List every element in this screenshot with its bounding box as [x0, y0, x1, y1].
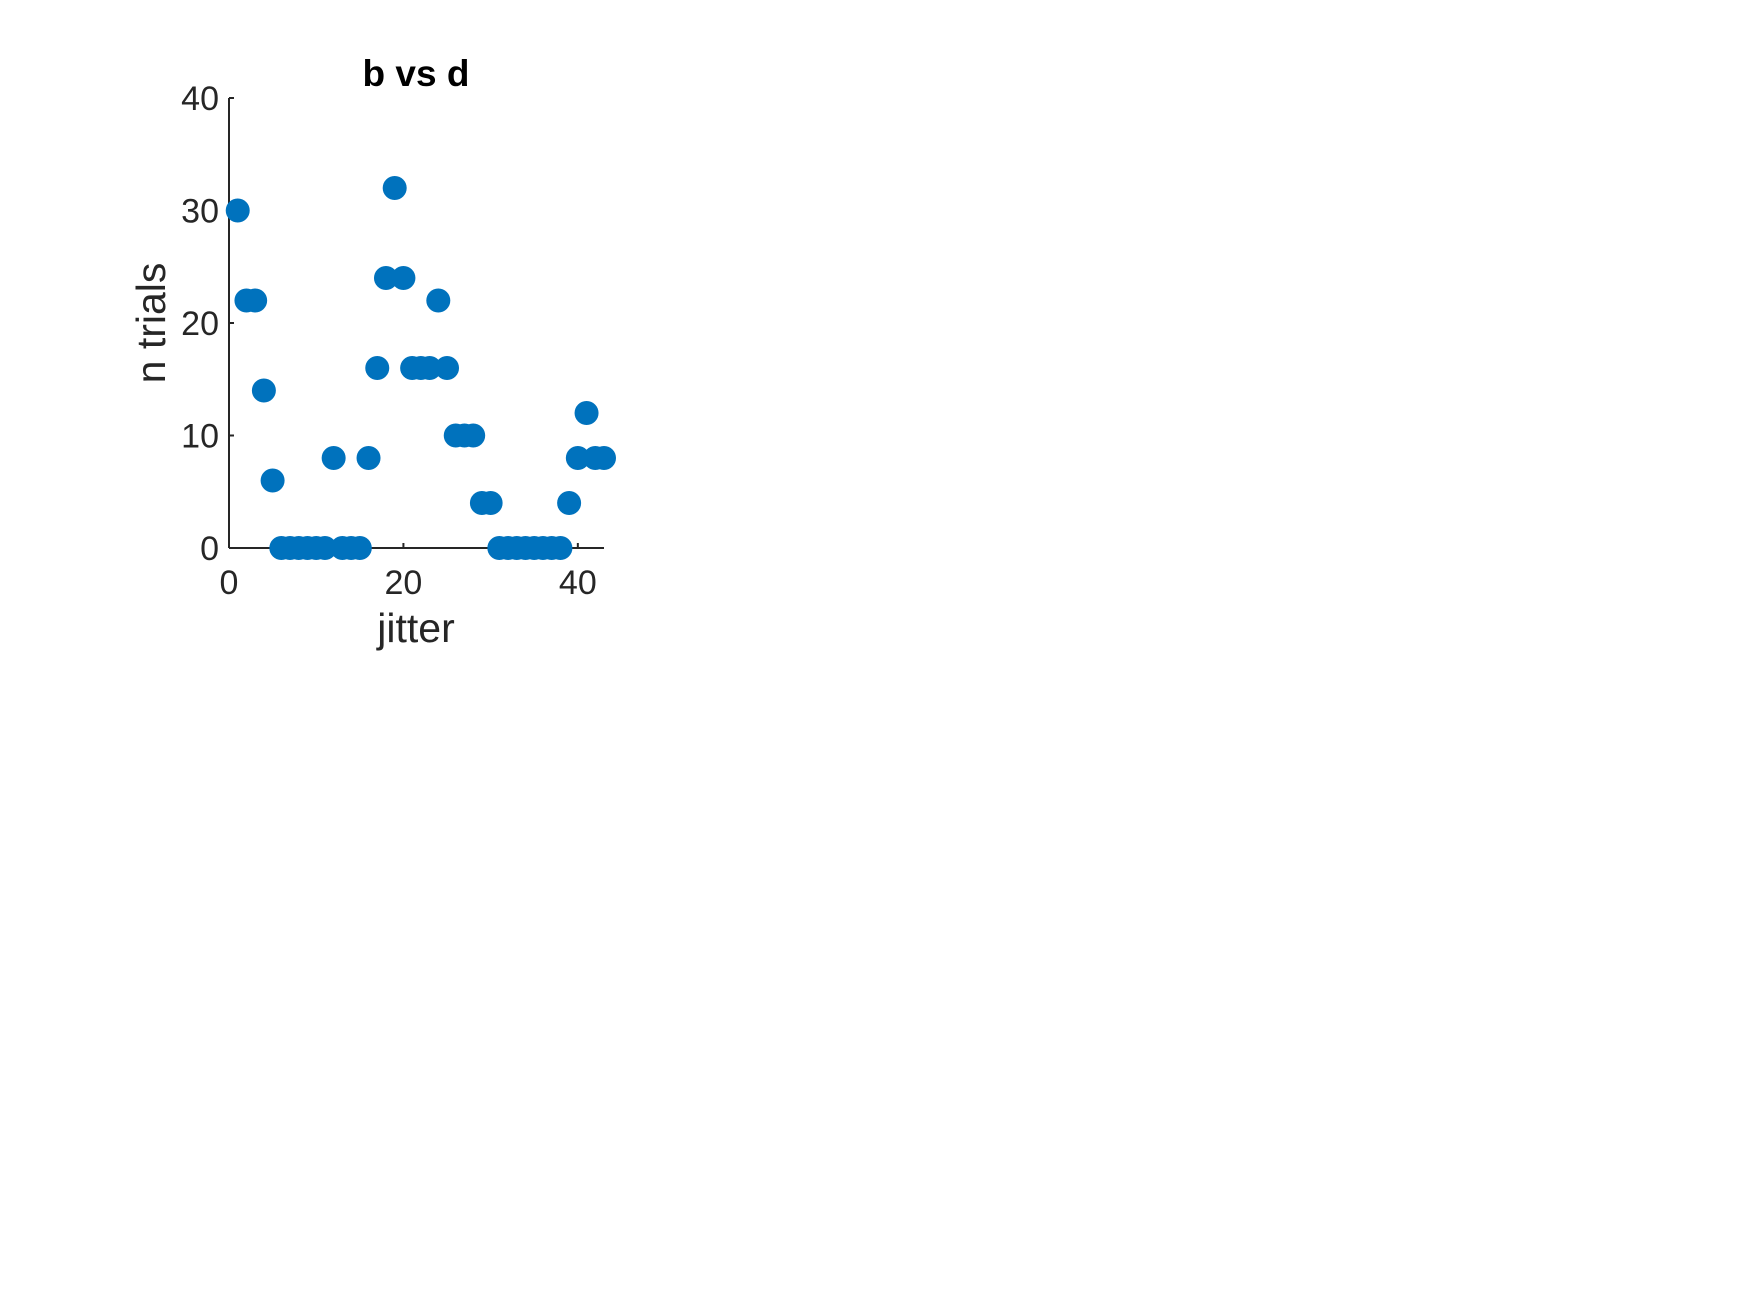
- data-point: [574, 401, 599, 425]
- data-point: [260, 468, 285, 493]
- data-point: [321, 446, 346, 470]
- data-point: [592, 446, 616, 470]
- data-point: [382, 176, 407, 200]
- data-point: [347, 536, 372, 560]
- data-point: [391, 266, 416, 290]
- data-point: [426, 288, 451, 313]
- y-tick-label: 0: [200, 530, 219, 568]
- y-tick-label: 20: [181, 305, 219, 343]
- data-point: [356, 446, 381, 470]
- data-point: [557, 491, 582, 515]
- y-ticks: 0 10 20 30 40: [181, 80, 234, 568]
- data-point: [548, 536, 573, 560]
- data-point: [435, 356, 460, 380]
- x-tick-label: 0: [220, 564, 239, 602]
- data-point: [417, 356, 442, 380]
- y-axis-label: n trials: [128, 263, 174, 384]
- data-point: [243, 288, 268, 313]
- chart-title: b vs d: [363, 53, 470, 94]
- x-tick-label: 20: [385, 564, 423, 602]
- data-point: [312, 536, 337, 560]
- x-ticks: 0 20 40: [220, 543, 597, 602]
- axes: [228, 98, 604, 549]
- y-tick-label: 10: [181, 418, 219, 456]
- x-tick-label: 40: [559, 564, 597, 602]
- data-points: [225, 176, 616, 560]
- y-tick-label: 30: [181, 193, 219, 231]
- data-point: [478, 491, 503, 515]
- data-point: [461, 423, 486, 448]
- x-axis-label: jitter: [376, 605, 454, 651]
- data-point: [365, 356, 390, 380]
- y-tick-label: 40: [181, 80, 219, 118]
- data-point: [373, 266, 398, 290]
- data-point: [565, 446, 590, 470]
- data-point: [251, 378, 276, 403]
- data-point: [225, 198, 250, 223]
